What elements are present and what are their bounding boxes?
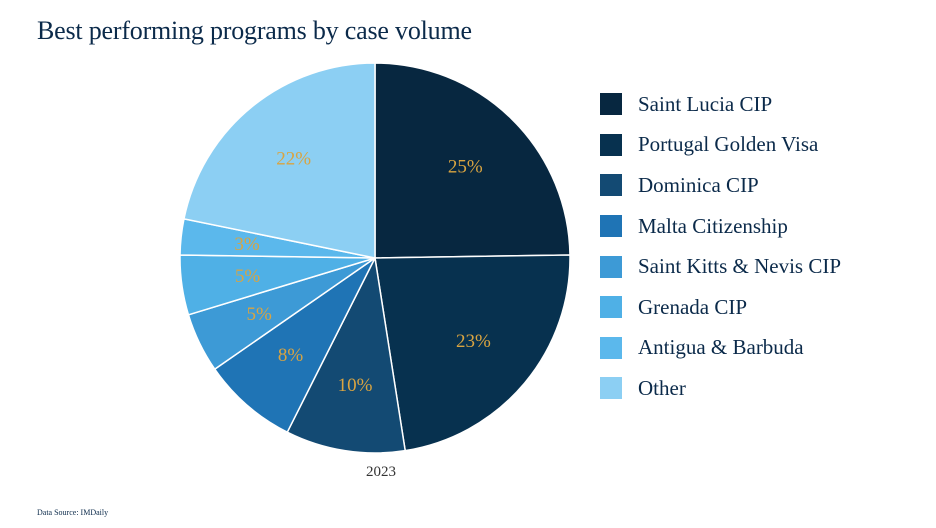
legend-item: Grenada CIP <box>600 287 841 328</box>
legend-item: Antigua & Barbuda <box>600 328 841 369</box>
legend-label: Saint Lucia CIP <box>638 91 773 116</box>
legend-item: Other <box>600 368 841 409</box>
slice-value-label: 10% <box>338 375 373 396</box>
legend-swatch <box>600 93 622 116</box>
slice-value-label: 3% <box>234 234 260 255</box>
legend: Saint Lucia CIP Portugal Golden Visa Domin… <box>600 84 841 409</box>
legend-swatch <box>600 215 622 238</box>
slice-value-label: 22% <box>276 148 311 169</box>
legend-item: Saint Lucia CIP <box>600 84 841 125</box>
chart-title: Best performing programs by case volume <box>37 16 472 45</box>
slice-value-label: 8% <box>278 345 304 366</box>
legend-item: Saint Kitts & Nevis CIP <box>600 246 841 287</box>
pie-slice <box>183 62 376 259</box>
legend-swatch <box>600 255 622 278</box>
legend-swatch <box>600 377 622 400</box>
legend-label: Malta Citizenship <box>638 213 788 238</box>
legend-label: Dominica CIP <box>638 172 759 197</box>
slice-value-label: 5% <box>235 266 261 287</box>
pie-slice <box>374 254 571 452</box>
slice-value-label: 5% <box>247 304 273 325</box>
legend-item: Dominica CIP <box>600 165 841 206</box>
slice-value-label: 25% <box>448 156 483 177</box>
legend-swatch <box>600 174 622 197</box>
legend-label: Saint Kitts & Nevis CIP <box>638 254 842 279</box>
legend-label: Portugal Golden Visa <box>638 132 819 157</box>
slice-value-label: 23% <box>456 331 491 352</box>
legend-swatch <box>600 133 622 156</box>
pie-slice <box>286 255 407 454</box>
legend-label: Other <box>638 375 686 400</box>
data-source: Data Source: IMDaily <box>37 508 109 517</box>
legend-swatch <box>600 296 622 319</box>
legend-item: Portugal Golden Visa <box>600 125 841 166</box>
legend-label: Antigua & Barbuda <box>638 335 804 360</box>
pie-slice <box>213 257 376 434</box>
chart-xlabel: 2023 <box>366 464 396 480</box>
legend-label: Grenada CIP <box>638 294 748 319</box>
legend-swatch <box>600 336 622 359</box>
pie-slice <box>374 62 571 259</box>
legend-item: Malta Citizenship <box>600 206 841 247</box>
